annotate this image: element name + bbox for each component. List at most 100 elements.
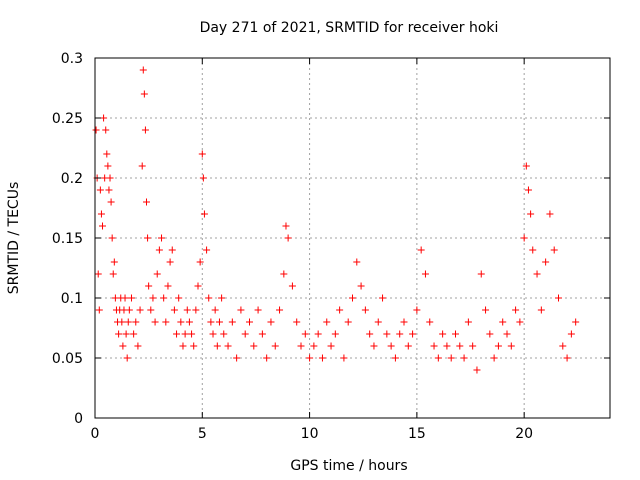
data-point (349, 294, 356, 302)
data-point (482, 306, 490, 314)
data-point (443, 342, 451, 350)
data-point (282, 222, 290, 230)
y-tick-label: 0 (74, 411, 83, 427)
data-point (524, 186, 532, 194)
data-point (100, 114, 108, 122)
data-point (246, 318, 253, 326)
data-point (138, 162, 146, 170)
grid-lines (95, 58, 610, 418)
data-point (118, 318, 126, 326)
data-point (344, 318, 352, 326)
data-point (357, 282, 365, 290)
data-point (271, 342, 279, 350)
data-point (563, 354, 571, 362)
x-tick-label: 5 (198, 426, 207, 442)
data-point (263, 354, 271, 362)
data-point (555, 294, 562, 302)
data-point (331, 330, 339, 338)
data-point (293, 318, 301, 326)
data-point (456, 342, 464, 350)
data-point (136, 306, 144, 314)
y-tick-label: 0.1 (61, 291, 83, 307)
data-point (170, 306, 178, 314)
data-point (203, 246, 211, 254)
data-point (147, 306, 155, 314)
y-tick-label: 0.15 (52, 231, 83, 247)
data-point (340, 354, 348, 362)
data-point (396, 330, 404, 338)
data-point (168, 246, 176, 254)
data-point (196, 258, 204, 266)
data-point (520, 234, 528, 242)
data-point (546, 210, 554, 218)
data-point (284, 234, 292, 242)
data-point (224, 342, 232, 350)
data-point (258, 330, 266, 338)
data-point (228, 318, 236, 326)
data-point (132, 318, 140, 326)
data-point (209, 330, 217, 338)
data-point (469, 342, 477, 350)
data-point (144, 234, 152, 242)
data-point (233, 354, 241, 362)
y-tick-label: 0.3 (61, 51, 83, 67)
data-point (391, 354, 399, 362)
data-point (318, 354, 326, 362)
data-point (327, 342, 335, 350)
data-point (503, 330, 511, 338)
data-point (379, 294, 387, 302)
data-point (104, 162, 112, 170)
data-point (194, 282, 202, 290)
data-point (141, 126, 149, 134)
data-point (550, 246, 558, 254)
data-point (119, 342, 127, 350)
data-point (512, 306, 520, 314)
data-point (143, 198, 150, 206)
data-point (426, 318, 434, 326)
data-point (267, 318, 275, 326)
data-point (162, 318, 170, 326)
data-point (181, 330, 189, 338)
data-point (323, 318, 331, 326)
data-point (105, 186, 113, 194)
x-tick-label: 15 (408, 426, 426, 442)
data-point (507, 342, 515, 350)
data-point (417, 246, 425, 254)
data-point (542, 258, 550, 266)
data-point (109, 270, 117, 278)
data-point (353, 258, 361, 266)
data-point (529, 246, 537, 254)
data-point (199, 174, 207, 182)
data-point (183, 306, 191, 314)
data-point (145, 282, 153, 290)
data-point (107, 198, 115, 206)
data-point (99, 222, 107, 230)
data-point (103, 150, 111, 158)
data-point (122, 330, 130, 338)
data-point (527, 210, 535, 218)
axis-ticks: 0 5 10 15 20 0 0.05 0.1 0.15 0.2 0.25 0.3 (52, 51, 610, 442)
data-point (92, 126, 100, 134)
data-point (572, 318, 580, 326)
data-point (276, 306, 284, 314)
data-point (121, 294, 129, 302)
data-point (254, 306, 262, 314)
data-point (94, 270, 102, 278)
data-point (200, 210, 208, 218)
data-point (108, 234, 116, 242)
data-point (280, 270, 288, 278)
chart-title: Day 271 of 2021, SRMTID for receiver hok… (200, 20, 499, 36)
data-point (301, 330, 309, 338)
data-point (140, 90, 148, 98)
data-point (166, 258, 174, 266)
data-point (211, 306, 219, 314)
data-point (314, 330, 322, 338)
data-point (297, 342, 305, 350)
data-point (155, 246, 163, 254)
data-point (310, 342, 318, 350)
data-point (464, 318, 472, 326)
data-point (460, 354, 468, 362)
data-point (306, 354, 314, 362)
data-point (190, 342, 198, 350)
data-point (125, 306, 133, 314)
